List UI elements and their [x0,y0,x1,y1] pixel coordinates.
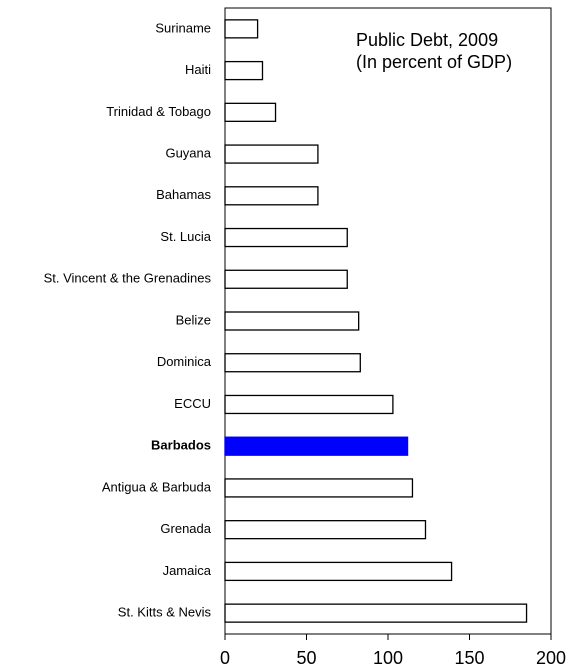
bar [224,144,319,164]
x-tick-label: 200 [536,648,566,668]
y-tick-label: St. Lucia [160,229,211,244]
y-tick-label: Belize [176,312,211,327]
x-tick-label: 0 [220,648,230,668]
bar [224,394,394,415]
bar [224,186,319,206]
y-tick-label: Suriname [155,20,211,35]
y-tick-label: Antigua & Barbuda [102,479,212,494]
y-tick-label: St. Kitts & Nevis [118,605,212,620]
y-tick-label: Grenada [160,521,211,536]
bar [224,19,259,39]
bar [224,520,427,540]
chart-title: Public Debt, 2009 [356,30,498,50]
y-tick-label: Barbados [151,438,211,453]
bar [224,227,348,248]
y-tick-label: Dominica [157,354,212,369]
y-tick-label: Haiti [185,62,211,77]
bar [224,269,348,289]
x-tick-label: 100 [373,648,403,668]
chart-subtitle: (In percent of GDP) [356,52,512,72]
bar [224,478,414,498]
bar [224,353,361,373]
bar [224,311,360,331]
bar [224,561,453,582]
bar [224,60,264,81]
y-tick-label: Guyana [165,146,211,161]
y-tick-label: Jamaica [163,563,212,578]
bar [224,603,528,623]
y-tick-label: Bahamas [156,187,211,202]
y-tick-label: ECCU [174,396,211,411]
x-tick-label: 150 [454,648,484,668]
y-tick-label: St. Vincent & the Grenadines [44,271,212,286]
bar [224,102,277,122]
y-tick-label: Trinidad & Tobago [106,104,211,119]
bar [224,436,409,456]
x-tick-label: 50 [296,648,316,668]
